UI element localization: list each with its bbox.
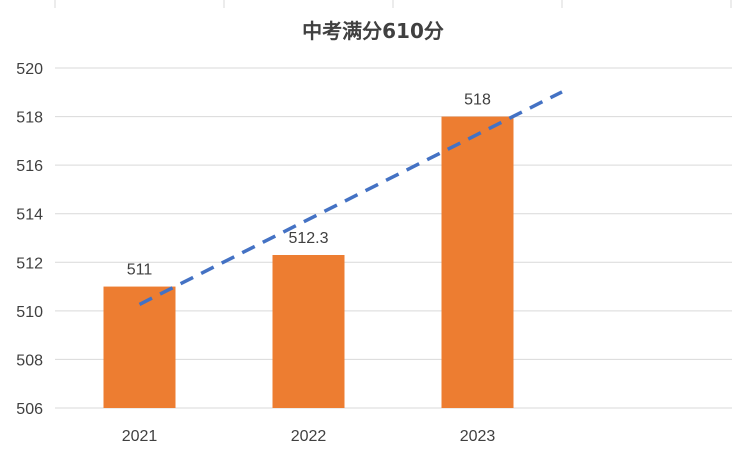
bar-2023	[441, 116, 514, 409]
trendline	[138, 90, 563, 306]
y-tick-label: 506	[16, 401, 43, 418]
y-tick-label: 520	[16, 61, 43, 78]
y-tick-label: 512	[16, 255, 43, 272]
bar-2021	[103, 286, 176, 408]
x-tick-label: 2022	[291, 428, 327, 445]
data-label: 512.3	[288, 230, 328, 247]
bars	[103, 116, 514, 409]
data-label: 511	[127, 262, 153, 279]
y-tick-label: 518	[16, 110, 43, 127]
chart-title: 中考满分610分	[302, 19, 444, 43]
y-axis-ticks: 506 508 510 512 514 516 518 520	[16, 61, 43, 418]
x-axis-ticks: 2021 2022 2023	[122, 428, 496, 445]
y-tick-label: 508	[16, 352, 43, 369]
y-tick-label: 510	[16, 304, 43, 321]
y-tick-label: 514	[16, 207, 43, 224]
x-tick-label: 2021	[122, 428, 158, 445]
y-tick-label: 516	[16, 158, 43, 175]
bar-2022	[272, 255, 345, 408]
data-labels: 511 512.3 518	[127, 92, 491, 279]
data-label: 518	[464, 92, 491, 109]
x-tick-label: 2023	[460, 428, 496, 445]
trendline-group	[138, 90, 563, 306]
